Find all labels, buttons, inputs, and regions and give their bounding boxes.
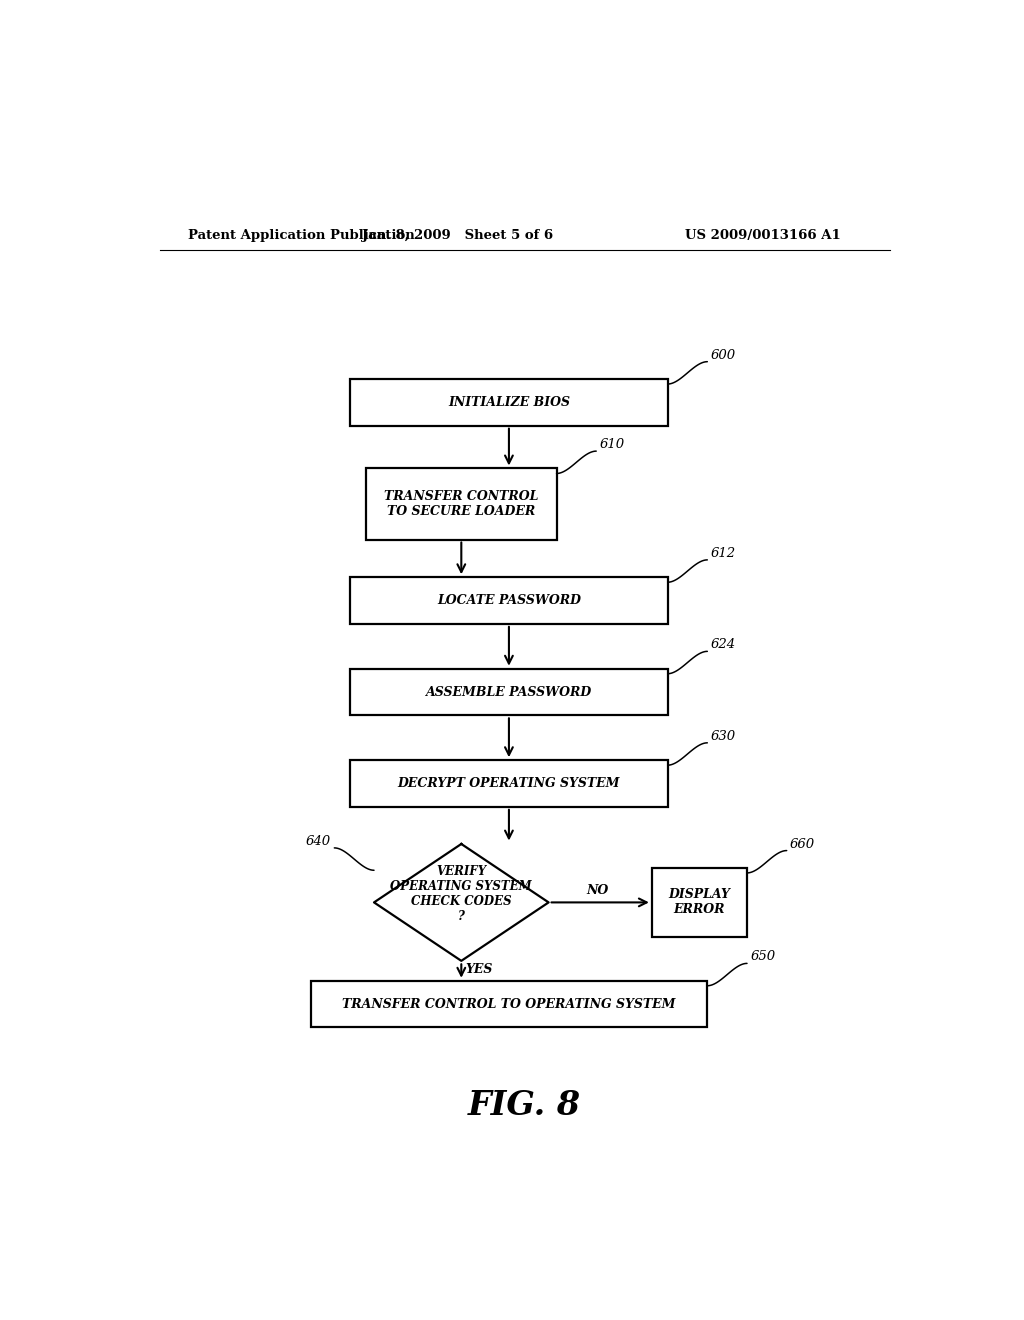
Polygon shape [374, 843, 549, 961]
Text: Patent Application Publication: Patent Application Publication [187, 230, 415, 242]
Text: 600: 600 [711, 348, 735, 362]
Text: 650: 650 [751, 950, 775, 964]
Text: ASSEMBLE PASSWORD: ASSEMBLE PASSWORD [426, 685, 592, 698]
Text: 640: 640 [306, 836, 331, 847]
Text: TRANSFER CONTROL TO OPERATING SYSTEM: TRANSFER CONTROL TO OPERATING SYSTEM [342, 998, 676, 1011]
Text: 660: 660 [790, 838, 815, 850]
Text: YES: YES [465, 964, 493, 975]
Bar [651, 867, 746, 937]
Text: TRANSFER CONTROL
TO SECURE LOADER: TRANSFER CONTROL TO SECURE LOADER [384, 490, 539, 517]
Text: 624: 624 [711, 639, 735, 651]
Text: US 2009/0013166 A1: US 2009/0013166 A1 [685, 230, 841, 242]
Text: FIG. 8: FIG. 8 [468, 1089, 582, 1122]
Text: DECRYPT OPERATING SYSTEM: DECRYPT OPERATING SYSTEM [397, 777, 621, 789]
Text: 610: 610 [599, 438, 625, 451]
Bar [350, 760, 668, 807]
Bar [310, 981, 708, 1027]
Text: INITIALIZE BIOS: INITIALIZE BIOS [447, 396, 570, 409]
Text: LOCATE PASSWORD: LOCATE PASSWORD [437, 594, 581, 607]
Bar [350, 577, 668, 624]
Bar [350, 669, 668, 715]
Text: 612: 612 [711, 546, 735, 560]
Text: Jan. 8, 2009   Sheet 5 of 6: Jan. 8, 2009 Sheet 5 of 6 [361, 230, 553, 242]
Text: DISPLAY
ERROR: DISPLAY ERROR [669, 888, 730, 916]
Bar [350, 379, 668, 426]
Text: NO: NO [587, 883, 609, 896]
Text: VERIFY
OPERATING SYSTEM
CHECK CODES
?: VERIFY OPERATING SYSTEM CHECK CODES ? [390, 866, 532, 923]
Bar [367, 469, 557, 540]
Text: 630: 630 [711, 730, 735, 743]
